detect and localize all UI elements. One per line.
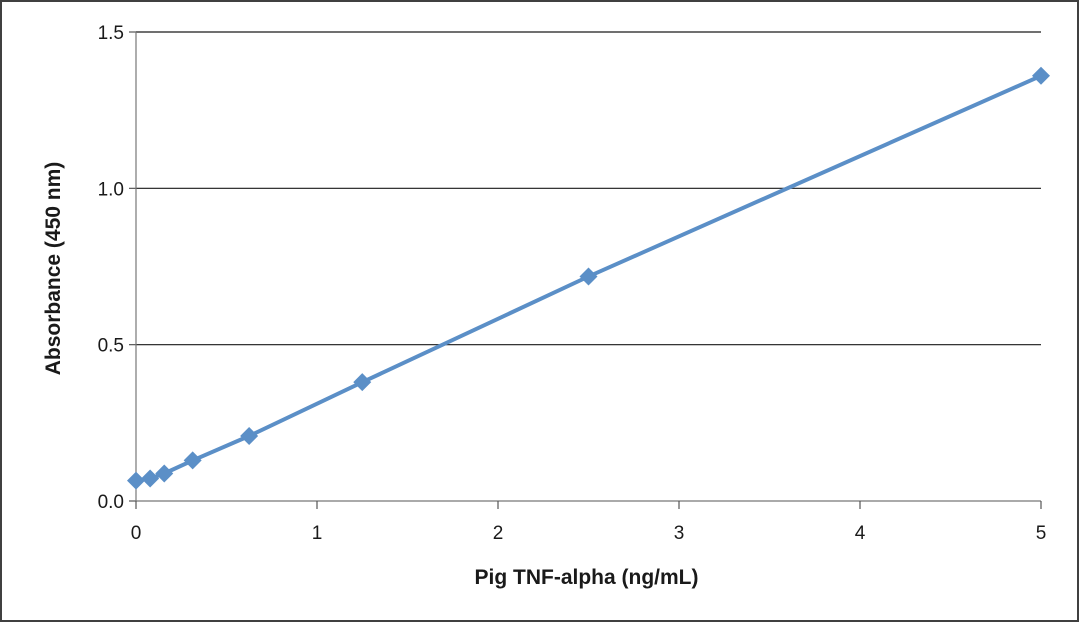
data-point-5 [353,373,372,392]
data-point-4 [240,426,259,445]
y-tick-label-3: 1.5 [98,23,124,44]
data-point-0 [127,471,145,490]
gridlines [136,31,1041,346]
axes [129,31,1042,509]
y-tick-label-0: 0.0 [98,492,124,513]
x-tick-label-4: 4 [855,523,866,544]
x-tick-label-2: 2 [493,523,504,544]
series-group [127,66,1050,490]
data-point-7 [1032,66,1050,85]
y-tick-label-1: 0.5 [98,336,124,357]
x-tick-label-0: 0 [131,523,142,544]
x-tick-labels: 0 1 2 3 4 5 [131,523,1047,544]
x-tick-label-5: 5 [1036,523,1047,544]
x-tick-label-3: 3 [674,523,685,544]
x-axis-title: Pig TNF-alpha (ng/mL) [475,566,699,589]
x-tick-label-1: 1 [312,523,323,544]
data-point-6 [579,267,598,286]
data-point-2 [155,464,174,483]
y-tick-label-2: 1.0 [98,179,124,200]
y-tick-labels: 0.0 0.5 1.0 1.5 [98,23,124,513]
y-axis-title: Absorbance (450 nm) [42,162,65,376]
data-point-3 [183,451,202,470]
data-point-1 [141,469,160,488]
